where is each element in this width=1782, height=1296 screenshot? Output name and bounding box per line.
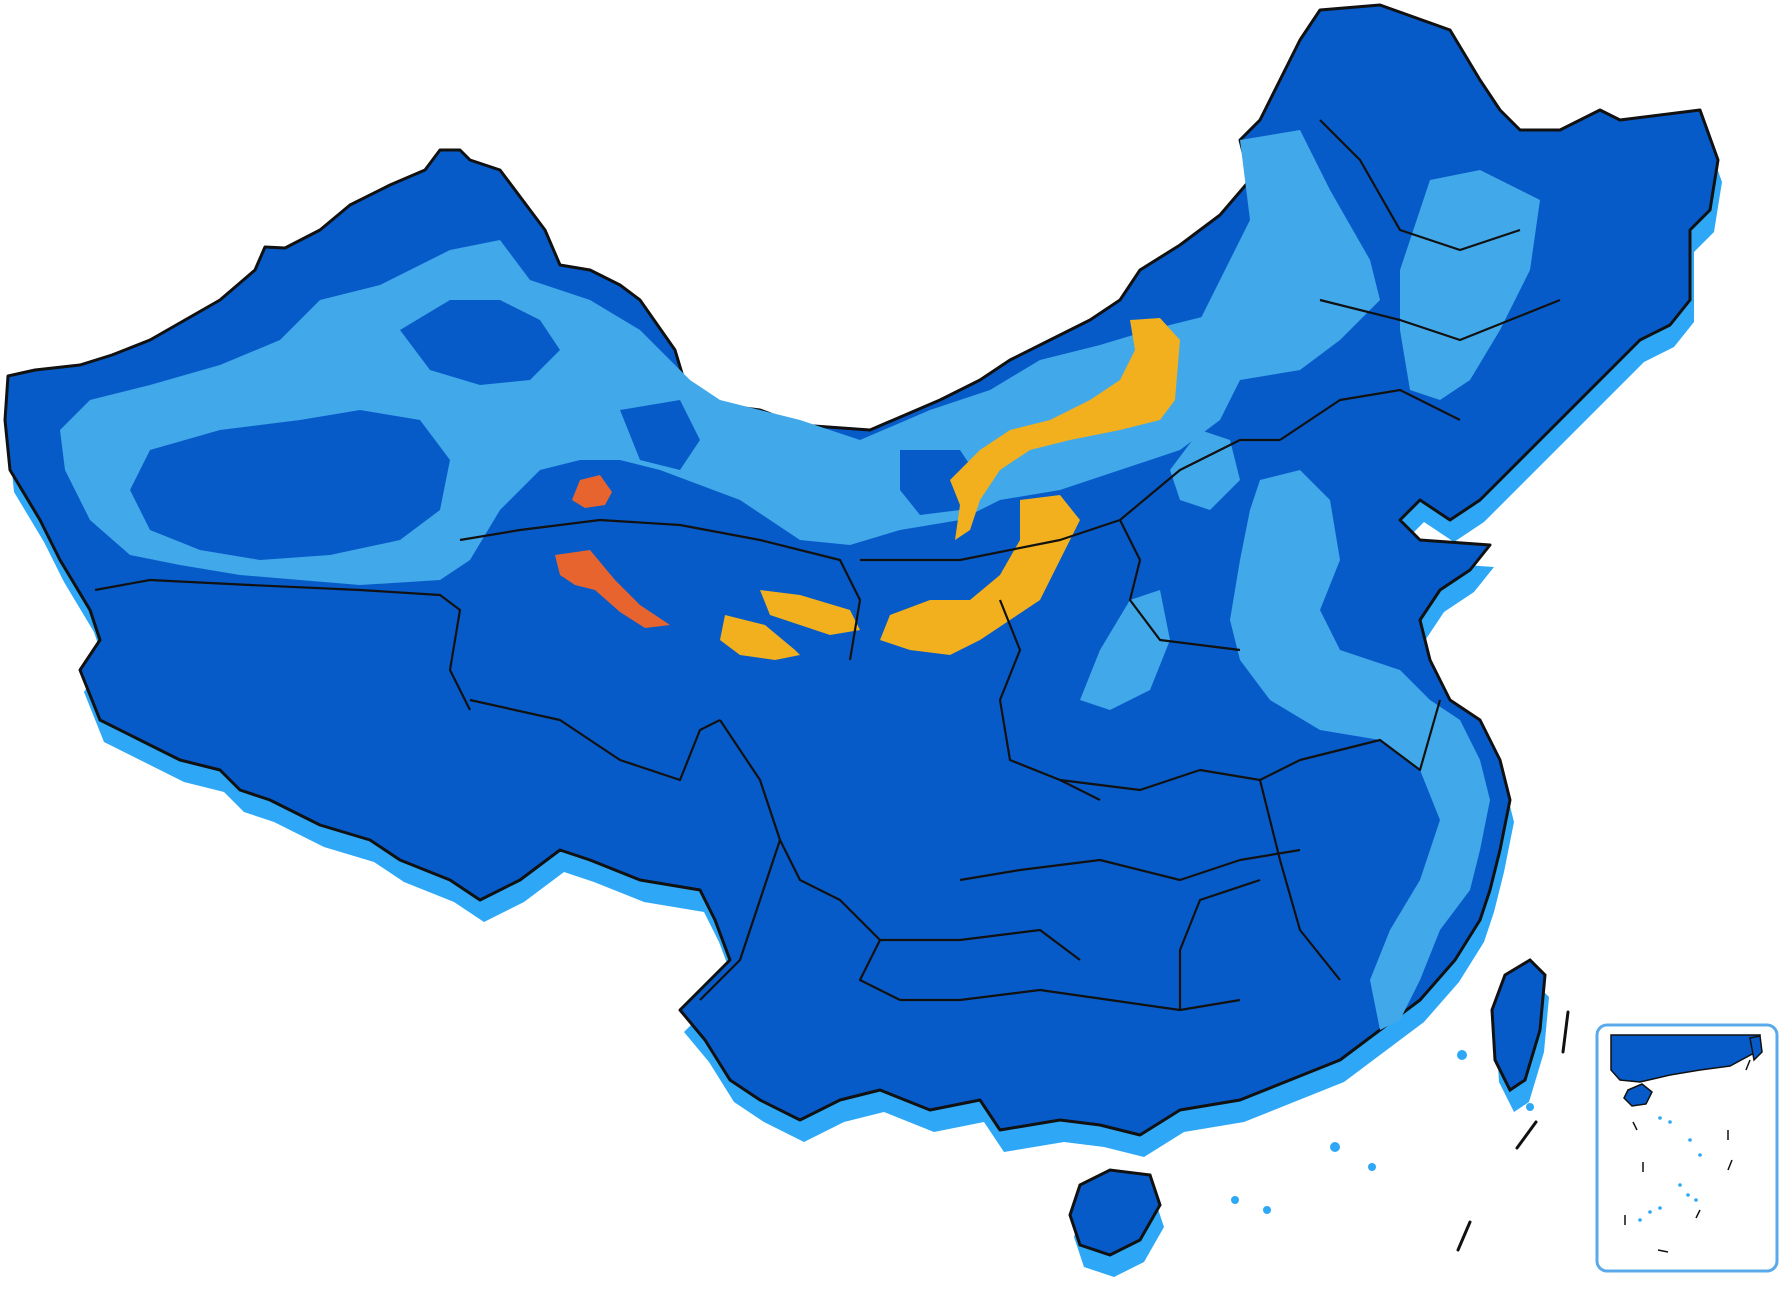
inner-mongolia-land [620,400,700,470]
orange-zone-ningxia-shaanxi [880,495,1080,655]
light-zone-heilongjiang [1400,170,1540,400]
island-dot [1658,1116,1662,1120]
border-qinghai-gansu [459,518,862,661]
light-zone-northeast [1200,130,1380,380]
red-zone-turpan [572,475,612,508]
dash-line [1515,1120,1538,1150]
island-dot [1457,1050,1467,1060]
orange-zones [720,318,1180,660]
orange-zone-gansu-east [720,615,800,660]
island-dot [1686,1193,1690,1197]
dash-line [1561,1010,1570,1054]
dash-line [1727,1159,1733,1171]
taiwan [1490,958,1547,1093]
dash-line [1456,1220,1472,1252]
dash-line [1657,1249,1669,1253]
red-zones [555,475,670,628]
island-dot [1698,1153,1702,1157]
island-dot [1231,1196,1239,1204]
inset-taiwan [1749,1035,1763,1062]
border-east [1299,699,1442,772]
orange-zone-inner-mongolia [950,318,1180,540]
border-shaanxi [998,599,1101,801]
inner-land-patches [130,300,980,560]
border-hunan [959,848,1301,882]
border-tibet-qinghai [469,698,721,782]
junggar-land [400,300,560,385]
island-dot [1330,1142,1340,1152]
inset-dash-lines [1624,1059,1751,1253]
border-henan-hubei [1059,759,1301,792]
inset-hainan [1623,1083,1653,1107]
small-islands [1231,1050,1534,1214]
border-jilin [1319,298,1561,342]
light-zone-east-coast [1230,470,1490,1030]
border-guizhou [880,928,1081,961]
island-dot [1368,1163,1376,1171]
red-zone-qaidam [555,550,670,628]
border-liaoning [1279,388,1461,441]
tarim-basin-land [130,410,450,560]
island-dot [1678,1183,1682,1187]
island-dot [1638,1218,1642,1222]
border-yunnan [699,839,782,1001]
dash-lines [1456,1010,1570,1252]
border-northeast [1319,119,1521,252]
island-dot [1688,1138,1692,1142]
dash-line [1632,1121,1638,1131]
province-borders [94,119,1561,1012]
island-dot [1526,1103,1534,1111]
light-zone-northwest-strip [1170,430,1240,510]
border-sichuan [719,719,901,1001]
island-dot [1694,1198,1698,1202]
border-xinjiang-tibet [94,578,471,711]
border-jiangxi [1258,779,1341,981]
orange-zone-gansu-west [760,590,860,635]
light-zone-shanxi [1080,590,1170,710]
border-guangxi [900,988,1241,1012]
border-hebei [1119,519,1241,652]
dash-line [1745,1059,1751,1071]
island-dot [1263,1206,1271,1214]
south-china-sea-inset [1595,1023,1779,1273]
hainan [1068,1168,1162,1257]
inset-islands [1638,1116,1702,1222]
dash-line [1695,1209,1701,1219]
island-dot [1648,1210,1652,1214]
island-dot [1668,1120,1672,1124]
island-dot [1658,1206,1662,1210]
border-guangdong [1178,878,1261,1010]
